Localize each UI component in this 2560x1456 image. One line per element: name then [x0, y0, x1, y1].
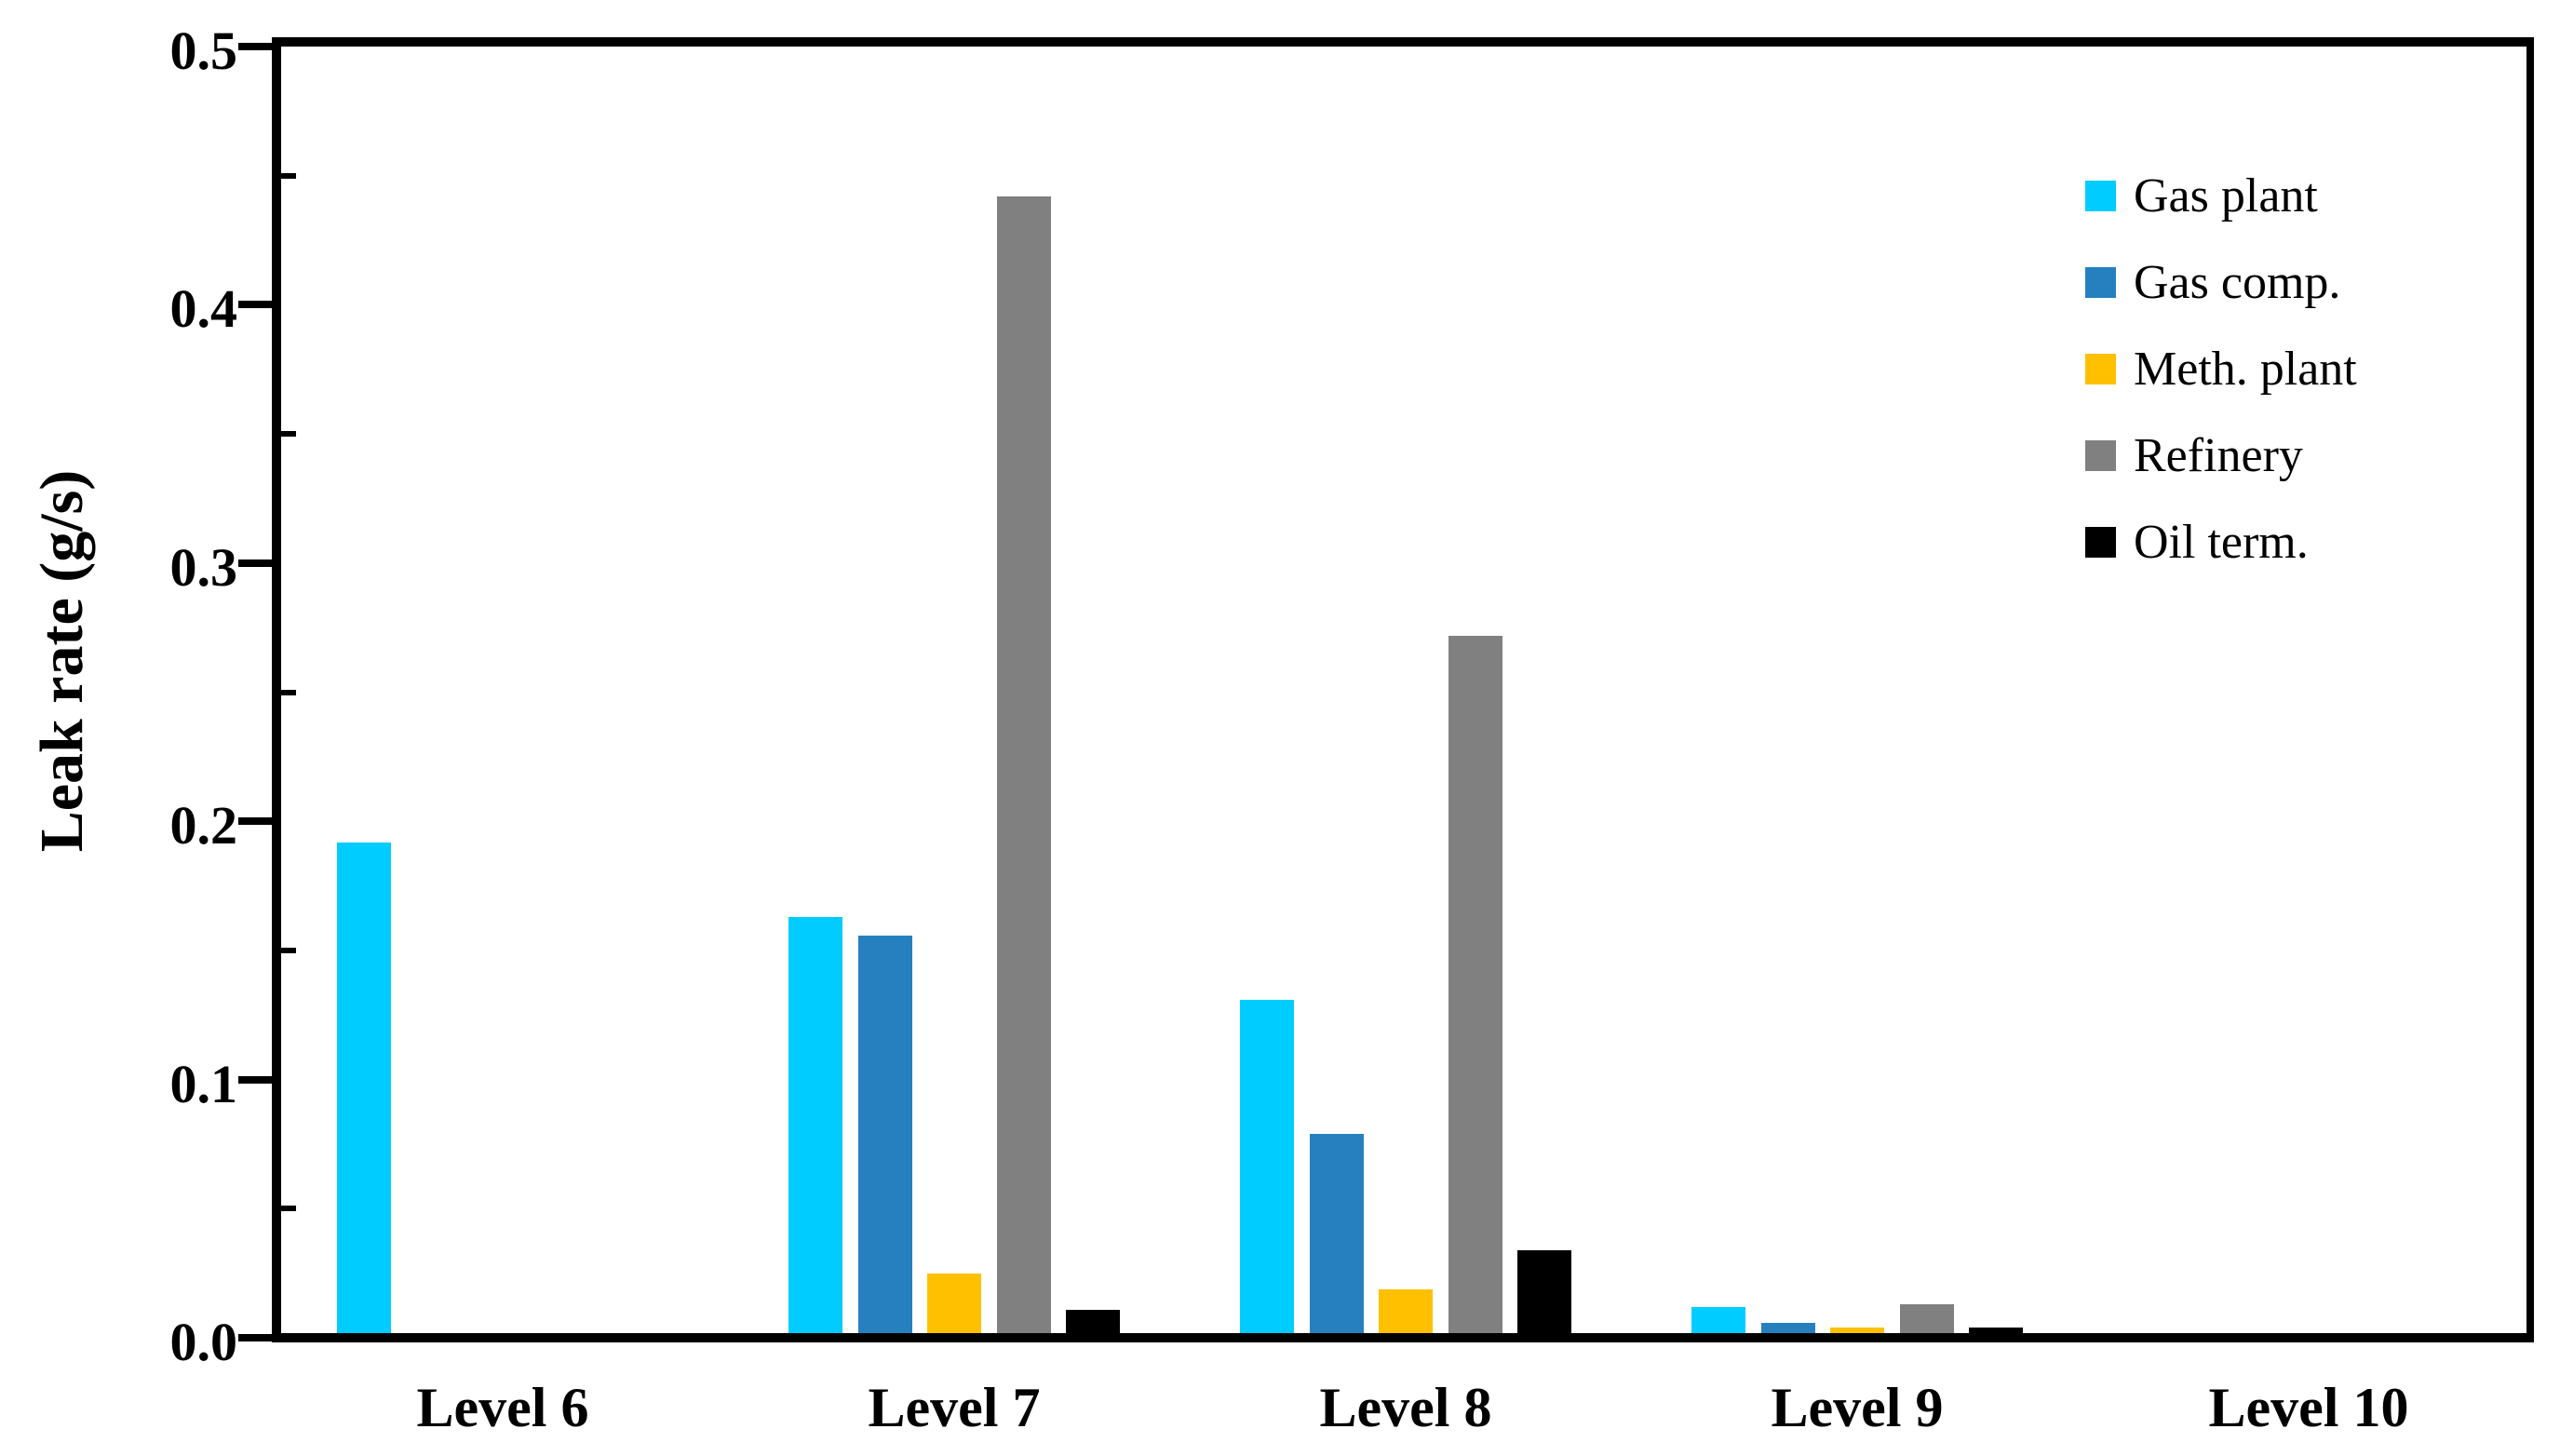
bar-refinery-level-8 — [1448, 636, 1502, 1333]
legend-swatch-icon — [2085, 527, 2116, 558]
y-tick-label: 0.5 — [169, 20, 238, 81]
y-minor-tick — [281, 1206, 296, 1212]
legend-label: Gas comp. — [2134, 256, 2341, 309]
x-category-label-level-7: Level 7 — [868, 1377, 1041, 1438]
y-tick-label: 0.0 — [169, 1312, 238, 1372]
legend-label: Gas plant — [2134, 169, 2318, 222]
plot-frame-right — [2526, 37, 2534, 1342]
x-category-label-level-6: Level 6 — [416, 1377, 589, 1438]
y-tick-label: 0.2 — [169, 795, 238, 856]
y-minor-tick — [281, 689, 296, 695]
legend-label: Refinery — [2134, 429, 2303, 482]
legend-swatch-icon — [2085, 440, 2116, 471]
bar-gas-comp-level-9 — [1761, 1323, 1815, 1333]
x-category-label-level-8: Level 8 — [1319, 1377, 1492, 1438]
x-axis-line — [272, 1333, 2534, 1342]
bar-gas-plant-level-8 — [1240, 1000, 1294, 1333]
y-tick-label: 0.4 — [169, 278, 238, 340]
y-major-tick — [238, 1075, 272, 1084]
y-major-tick — [238, 301, 272, 309]
bar-gas-plant-level-7 — [788, 917, 842, 1333]
bar-meth-plant-level-8 — [1379, 1289, 1433, 1333]
bar-gas-plant-level-9 — [1691, 1307, 1745, 1333]
y-minor-tick — [281, 947, 296, 953]
y-axis-title: Leak rate (g/s) — [28, 469, 96, 853]
legend-swatch-icon — [2085, 267, 2116, 298]
bar-refinery-level-7 — [997, 196, 1051, 1333]
bar-oil-term-level-7 — [1066, 1310, 1120, 1333]
bar-gas-plant-level-6 — [337, 843, 391, 1333]
legend-swatch-icon — [2085, 354, 2116, 384]
legend-label: Oil term. — [2134, 516, 2309, 569]
y-major-tick — [238, 817, 272, 826]
y-tick-label: 0.3 — [169, 536, 238, 598]
y-axis-line — [272, 42, 281, 1342]
bar-gas-comp-level-7 — [858, 936, 912, 1333]
bar-refinery-level-9 — [1900, 1304, 1954, 1333]
x-category-label-level-10: Level 10 — [2208, 1377, 2409, 1438]
plot-frame-top — [272, 37, 2534, 47]
y-minor-tick — [281, 431, 296, 438]
y-major-tick — [238, 559, 272, 567]
bar-oil-term-level-9 — [1969, 1328, 2023, 1333]
bar-meth-plant-level-7 — [927, 1274, 981, 1333]
y-major-tick — [238, 43, 272, 50]
bar-oil-term-level-8 — [1517, 1250, 1571, 1333]
legend-swatch-icon — [2085, 181, 2116, 211]
y-major-tick — [238, 1334, 272, 1341]
legend-label: Meth. plant — [2134, 343, 2357, 396]
bar-meth-plant-level-9 — [1830, 1328, 1884, 1333]
x-category-label-level-9: Level 9 — [1771, 1377, 1944, 1438]
y-minor-tick — [281, 172, 296, 179]
bar-gas-comp-level-8 — [1310, 1134, 1364, 1333]
y-tick-label: 0.1 — [169, 1053, 238, 1114]
